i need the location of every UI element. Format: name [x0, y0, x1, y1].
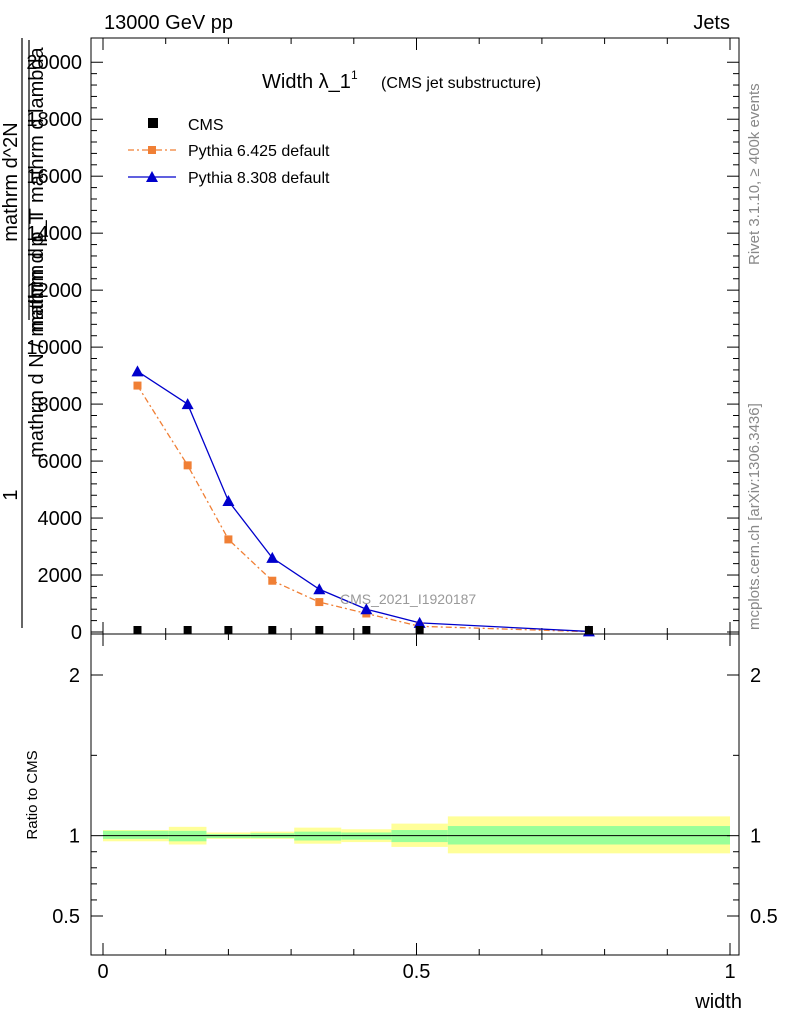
ratio-x-tick-labels: 0 0.5 1 — [97, 961, 735, 983]
ylabel-denominator: mathrm d N / mathrm d p_T — [26, 212, 48, 458]
legend-item-pythia8: Pythia 8.308 default — [128, 170, 330, 187]
ratio-uncertainty-bands — [103, 816, 730, 854]
ratio-ytick-label-left: 0.5 — [52, 906, 80, 928]
legend: CMS Pythia 6.425 default Pythia 8.308 de… — [128, 117, 330, 187]
pythia8-point — [181, 398, 194, 410]
legend-cms-label: CMS — [188, 117, 224, 134]
pythia6-point — [183, 461, 192, 470]
pythia6-point — [133, 381, 142, 390]
main-ytick-label: 14000 — [26, 223, 82, 245]
main-ytick-label: 16000 — [26, 166, 82, 188]
pythia8-line — [137, 370, 589, 633]
main-ytick-label: 4000 — [38, 508, 83, 530]
ylabel-inner-denominator: mathrm d p_T mathrm d lambda — [26, 46, 48, 332]
ratio-xtick-label: 0 — [97, 961, 108, 983]
cms-point — [224, 626, 233, 634]
pythia6-point — [224, 535, 233, 544]
cms-point — [415, 626, 424, 634]
main-series-group — [131, 365, 595, 637]
pythia8-point — [413, 616, 426, 628]
legend-item-pythia6: Pythia 6.425 default — [128, 143, 330, 160]
main-axis-ticks — [91, 38, 739, 634]
ylabel-numerator: 1 — [0, 489, 22, 500]
pythia8-point — [313, 583, 326, 595]
main-ytick-label: 0 — [71, 622, 82, 644]
pythia8-point — [266, 551, 279, 563]
analysis-watermark: CMS_2021_I1920187 — [340, 591, 476, 607]
main-y-axis-label: 1 mathrm d N / mathrm d p_T mathrm d^2N … — [0, 38, 48, 628]
pythia6-point — [315, 598, 324, 607]
main-ytick-label: 12000 — [26, 280, 82, 302]
ratio-xtick-label: 0.5 — [403, 961, 431, 983]
ylabel-inner-numerator: mathrm d^2N — [0, 122, 22, 241]
legend-pythia6-marker — [148, 146, 156, 154]
legend-pythia6-label: Pythia 6.425 default — [188, 143, 330, 160]
legend-pythia8-marker — [146, 171, 158, 182]
cms-point — [133, 626, 142, 634]
main-ytick-label: 8000 — [38, 394, 83, 416]
main-ytick-label: 6000 — [38, 451, 83, 473]
main-ytick-label: 20000 — [26, 52, 82, 74]
x-axis-label: width — [694, 991, 742, 1013]
ratio-ytick-label-left: 1 — [69, 826, 80, 848]
pythia8-point — [131, 365, 144, 377]
main-y-tick-labels: 0 2000 4000 6000 8000 10000 12000 14000 16000 180… — [26, 52, 82, 644]
ratio-ytick-label-right: 0.5 — [750, 906, 778, 928]
legend-pythia8-label: Pythia 8.308 default — [188, 170, 330, 187]
cms-point — [183, 626, 192, 634]
main-ytick-label: 18000 — [26, 109, 82, 131]
plot-title: Width λ_11 — [262, 68, 358, 93]
cms-point — [268, 626, 277, 634]
rivet-label: Rivet 3.1.10, ≥ 400k events — [746, 83, 763, 265]
ratio-ytick-label-right: 2 — [750, 665, 761, 687]
plot-title-suffix: (CMS jet substructure) — [381, 75, 541, 92]
ratio-frame — [90, 633, 740, 956]
legend-cms-marker — [148, 118, 158, 128]
plot-title-main: Width λ_1 — [262, 71, 351, 93]
plot-title-sup: 1 — [351, 68, 358, 82]
ratio-y-tick-labels: 0.5 0.5 1 1 2 2 — [52, 665, 778, 928]
pythia6-point — [268, 576, 277, 585]
ratio-ytick-label-right: 1 — [750, 826, 761, 848]
header-right: Jets — [693, 12, 730, 34]
ratio-band-inner — [103, 830, 169, 839]
ratio-y-axis-label: Ratio to CMS — [24, 750, 41, 839]
main-ytick-label: 10000 — [26, 337, 82, 359]
pythia6-line — [136, 385, 589, 633]
pythia8-point — [222, 494, 235, 506]
ratio-plot-panel: 0.5 0.51 12 2 0 0.5 1 Ratio to CMS width — [24, 633, 778, 1013]
ratio-xtick-label: 1 — [724, 961, 735, 983]
ratio-axis-ticks — [91, 634, 739, 955]
cms-point — [584, 626, 593, 634]
pythia8-point — [360, 603, 373, 615]
main-plot-panel: 0 2000 4000 6000 8000 10000 12000 14000 16000 180… — [0, 37, 740, 644]
ratio-ytick-label-left: 2 — [69, 665, 80, 687]
header-left: 13000 GeV pp — [104, 12, 233, 34]
mcplots-label: mcplots.cern.ch [arXiv:1306.3436] — [746, 403, 763, 630]
legend-item-cms: CMS — [148, 117, 224, 134]
cms-point — [315, 626, 324, 634]
cms-point — [362, 626, 371, 634]
main-ytick-label: 2000 — [38, 565, 83, 587]
